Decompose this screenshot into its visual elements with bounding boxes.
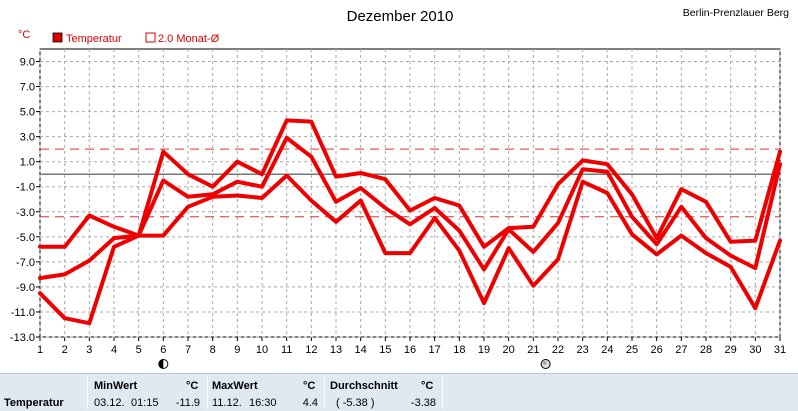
max-value: 4.4	[302, 397, 318, 409]
legend-swatch-temperatur	[52, 32, 63, 43]
temperature-line-1	[38, 118, 782, 249]
x-tick-label: 23	[577, 344, 589, 356]
x-tick-label: 18	[453, 344, 465, 356]
x-tick-label: 4	[111, 344, 117, 356]
min-value: -11.9	[175, 397, 200, 409]
chart-title: Dezember 2010	[347, 8, 454, 25]
footer-row-label: Temperatur	[4, 397, 64, 409]
x-tick-label: 19	[478, 344, 490, 356]
x-tick-label: 27	[675, 344, 687, 356]
legend-swatch-monat	[145, 32, 156, 43]
x-tick-label: 7	[185, 344, 191, 356]
y-tick-label: 1.0	[20, 157, 35, 169]
x-tick-label: 16	[404, 344, 416, 356]
x-tick-label: 1	[37, 344, 43, 356]
x-tick-label: 25	[626, 344, 638, 356]
x-tick-label: 31	[774, 344, 786, 356]
legend-label-monat: 2.0 Monat-Ø	[158, 33, 220, 45]
min-date: 03.12.	[94, 397, 125, 409]
x-tick-label: 13	[330, 344, 342, 356]
max-header: MaxWert	[212, 380, 258, 392]
avg-paren-value: ( -5.38 )	[336, 397, 375, 409]
y-axis-unit-label: °C	[18, 29, 30, 41]
y-tick-label: 5.0	[20, 107, 35, 119]
min-header: MinWert	[94, 380, 138, 392]
max-time: 16:30	[249, 397, 277, 409]
y-tick-label: -5.0	[16, 232, 35, 244]
temperature-line-2	[38, 135, 782, 281]
min-time: 01:15	[131, 397, 159, 409]
new-moon-icon-shade	[158, 359, 164, 369]
x-tick-label: 6	[160, 344, 166, 356]
x-tick-label: 17	[429, 344, 441, 356]
station-name: Berlin-Prenzlauer Berg	[683, 7, 789, 19]
y-tick-label: -11.0	[11, 307, 35, 319]
x-tick-label: 24	[601, 344, 613, 356]
x-tick-label: 5	[136, 344, 142, 356]
avg-value: -3.38	[410, 397, 436, 409]
x-tick-label: 12	[305, 344, 317, 356]
x-tick-label: 15	[379, 344, 391, 356]
x-tick-label: 29	[725, 344, 737, 356]
avg-unit: °C	[421, 380, 434, 392]
full-moon-icon-detail	[543, 361, 547, 365]
x-tick-label: 26	[651, 344, 663, 356]
y-tick-label: -13.0	[10, 332, 35, 344]
x-tick-label: 14	[355, 344, 367, 356]
y-tick-label: 3.0	[20, 132, 35, 144]
y-tick-label: -1.0	[16, 182, 35, 194]
y-tick-label: -3.0	[16, 207, 35, 219]
x-tick-label: 9	[234, 344, 240, 356]
x-tick-label: 2	[62, 344, 68, 356]
x-tick-label: 22	[552, 344, 564, 356]
max-unit: °C	[303, 380, 316, 392]
x-tick-label: 21	[527, 344, 539, 356]
y-tick-label: -9.0	[16, 282, 35, 294]
x-tick-label: 3	[86, 344, 92, 356]
statistics-footer: Temperatur MinWert °C 03.12. 01:15 -11.9…	[0, 373, 798, 411]
temperature-chart: Dezember 2010 Berlin-Prenzlauer Berg °C …	[10, 7, 789, 369]
x-tick-label: 10	[256, 344, 268, 356]
min-unit: °C	[186, 380, 199, 392]
x-tick-label: 11	[281, 344, 292, 356]
x-tick-label: 20	[503, 344, 515, 356]
x-tick-label: 30	[749, 344, 761, 356]
y-tick-label: 9.0	[20, 57, 35, 69]
x-tick-label: 28	[700, 344, 712, 356]
y-tick-label: 7.0	[20, 82, 35, 94]
avg-header: Durchschnitt	[330, 380, 398, 392]
y-tick-label: -7.0	[16, 257, 35, 269]
max-date: 11.12.	[212, 397, 242, 409]
temperature-line-3	[38, 173, 782, 326]
x-tick-label: 8	[210, 344, 216, 356]
legend-label-temperatur: Temperatur	[66, 33, 122, 45]
